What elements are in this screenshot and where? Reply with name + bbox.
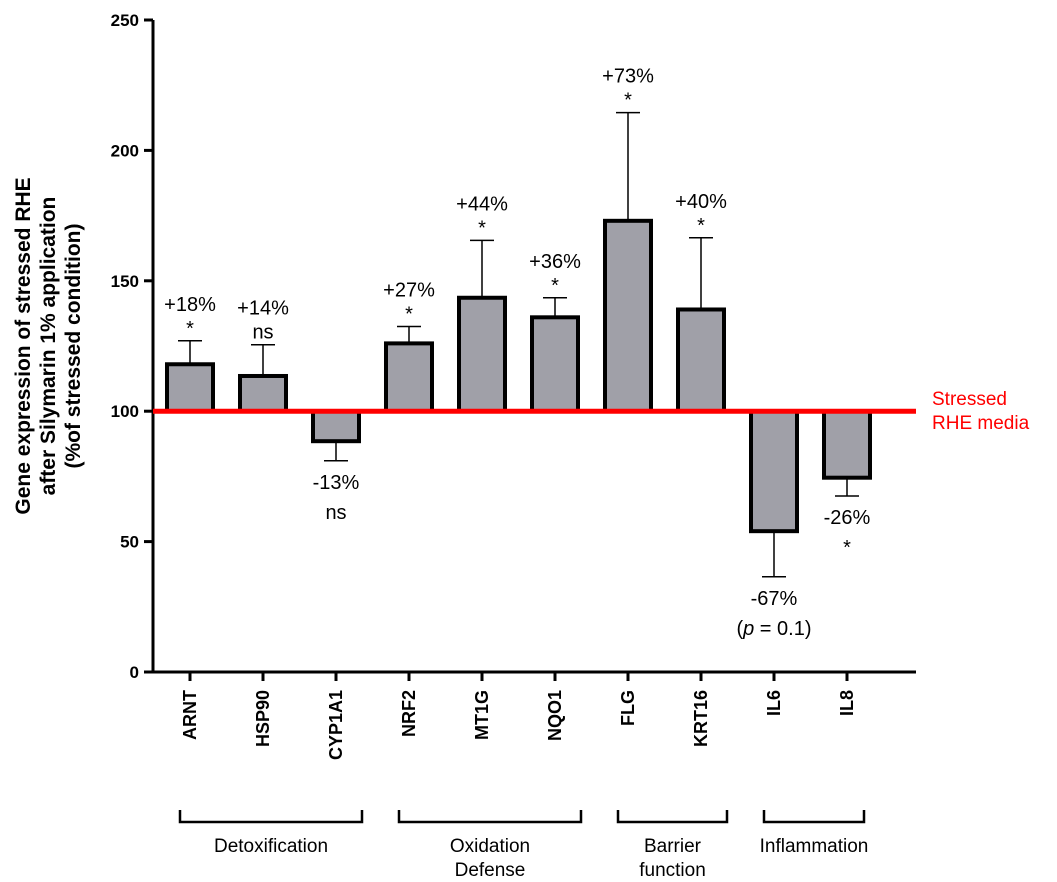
axes: 0 50 100 150 200 250 bbox=[111, 11, 916, 682]
y-axis-title-line: (%of stressed condition) bbox=[62, 223, 85, 468]
error-bars bbox=[178, 111, 859, 578]
y-tick-label: 250 bbox=[111, 11, 139, 30]
bar-nqo1 bbox=[530, 315, 580, 414]
bar-il6 bbox=[749, 409, 799, 534]
group-bracket bbox=[178, 810, 364, 824]
significance-label: ns bbox=[252, 322, 273, 344]
group-bracket bbox=[616, 810, 729, 824]
reference-line-label: RHE media bbox=[932, 413, 1030, 434]
y-tick-label: 50 bbox=[120, 533, 139, 552]
percent-change-label: +18% bbox=[164, 294, 216, 316]
x-tick-label: KRT16 bbox=[691, 690, 711, 747]
significance-label: * bbox=[186, 318, 194, 340]
bar-mt1g bbox=[457, 295, 507, 414]
reference-line: Stressed RHE media bbox=[153, 389, 1030, 434]
percent-change-label: +44% bbox=[456, 193, 508, 215]
p-symbol: p bbox=[742, 618, 754, 640]
percent-change-label: -26% bbox=[824, 507, 871, 529]
bar-hsp90 bbox=[238, 373, 288, 414]
reference-line-label: Stressed bbox=[932, 389, 1007, 410]
y-axis-title-line: Gene expression of stressed RHE bbox=[12, 177, 35, 514]
bar-krt16 bbox=[676, 307, 726, 414]
group-label: Oxidation bbox=[450, 836, 530, 857]
y-axis-title: Gene expression of stressed RHE after Sil… bbox=[12, 177, 85, 514]
bar-arnt bbox=[165, 362, 215, 414]
x-tick-label: FLG bbox=[618, 690, 638, 726]
percent-change-label: +40% bbox=[675, 191, 727, 213]
group-label: function bbox=[639, 860, 706, 881]
significance-label: * bbox=[478, 217, 486, 239]
percent-change-label: -67% bbox=[751, 588, 798, 610]
percent-change-label: +73% bbox=[602, 66, 654, 88]
significance-label: * bbox=[843, 537, 851, 559]
percent-change-label: -13% bbox=[313, 472, 360, 494]
group-label: Barrier bbox=[644, 836, 702, 857]
y-axis-title-line: after Silymarin 1% application bbox=[37, 197, 60, 496]
group-bracket bbox=[762, 810, 866, 824]
y-tick-label: 100 bbox=[111, 402, 139, 421]
percent-change-label: +14% bbox=[237, 298, 289, 320]
group-label: Detoxification bbox=[214, 836, 328, 857]
y-tick-label: 200 bbox=[111, 141, 139, 160]
x-tick-label: CYP1A1 bbox=[326, 690, 346, 760]
significance-label: * bbox=[551, 275, 559, 297]
x-tick-label: IL6 bbox=[764, 690, 784, 716]
group-label: Inflammation bbox=[760, 836, 869, 857]
bar-flg bbox=[603, 218, 653, 414]
y-tick-label: 150 bbox=[111, 272, 139, 291]
p-value-label: (p = 0.1) bbox=[736, 618, 811, 640]
x-tick-label: MT1G bbox=[472, 690, 492, 740]
category-labels: ARNT HSP90 CYP1A1 NRF2 MT1G NQO1 FLG KRT16 IL6 IL… bbox=[180, 690, 857, 760]
bar-il8 bbox=[822, 409, 872, 480]
x-tick-label: ARNT bbox=[180, 690, 200, 740]
x-tick-label: NRF2 bbox=[399, 690, 419, 737]
x-tick-label: NQO1 bbox=[545, 690, 565, 741]
significance-label: * bbox=[624, 90, 632, 112]
group-label: Defense bbox=[455, 860, 526, 881]
bar-cyp1a1 bbox=[311, 409, 361, 444]
significance-label: * bbox=[697, 215, 705, 237]
percent-change-label: +36% bbox=[529, 251, 581, 273]
significance-label: * bbox=[405, 303, 413, 325]
annotations: *+18%ns+14%-13%ns*+27%*+44%*+36%*+73%*+4… bbox=[164, 66, 870, 640]
bars bbox=[165, 218, 872, 534]
x-tick-label: HSP90 bbox=[253, 690, 273, 747]
y-tick-label: 0 bbox=[130, 663, 139, 682]
bar-nrf2 bbox=[384, 341, 434, 414]
group-brackets: Detoxification Oxidation Defense Barrier fun… bbox=[178, 810, 869, 881]
x-tick-label: IL8 bbox=[837, 690, 857, 716]
p-value: = 0.1 bbox=[754, 618, 805, 640]
group-bracket bbox=[397, 810, 583, 824]
percent-change-label: +27% bbox=[383, 279, 435, 301]
significance-label: ns bbox=[325, 502, 346, 524]
